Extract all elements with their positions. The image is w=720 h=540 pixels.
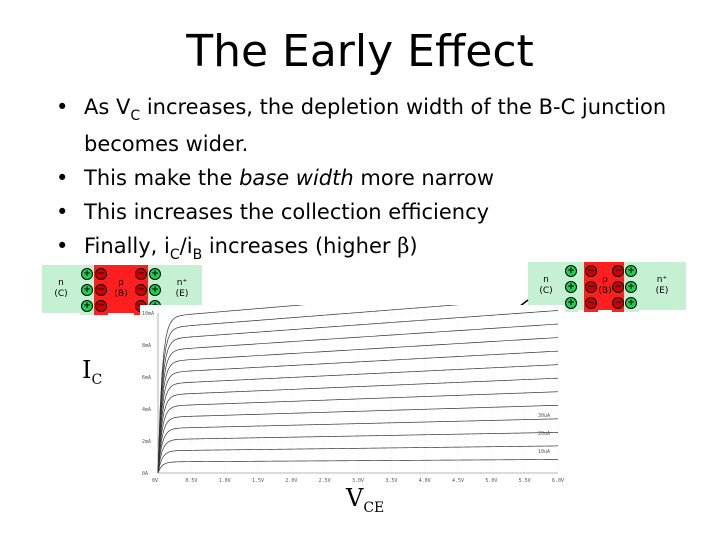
ic-curve xyxy=(157,459,559,474)
right-collector-gap xyxy=(578,262,584,310)
negative-ion-icon: − xyxy=(612,297,624,309)
y-tick-label: 0A xyxy=(142,471,148,477)
legend-label: 30uA xyxy=(538,413,550,419)
ic-curve xyxy=(157,337,559,474)
y-tick-label: 2mA xyxy=(142,439,151,445)
positive-ion-icon: + xyxy=(625,297,637,309)
right-base-depletion-c: − − − xyxy=(584,262,598,312)
plot-ticks: 0A 2mA 4mA 6mA 8mA 10mA 0V 0.5V 1.0V 1.5V 2.0V 2.5V… xyxy=(142,311,564,484)
negative-ion-icon: − xyxy=(95,300,107,312)
ic-curve xyxy=(157,445,559,474)
x-axis-label: VCE xyxy=(346,484,385,516)
y-axis-label: IC xyxy=(82,356,103,388)
negative-ion-icon: − xyxy=(612,281,624,293)
right-emitter-region: n⁺ (E) xyxy=(638,262,686,310)
ic-curve xyxy=(157,391,559,474)
x-tick-label: 3.0V xyxy=(352,478,364,484)
right-base-depletion-e: − − − xyxy=(612,262,624,312)
ic-curve xyxy=(157,305,306,474)
x-tick-label: 0.5V xyxy=(185,478,197,484)
x-tick-label: 1.0V xyxy=(219,478,231,484)
negative-ion-icon: − xyxy=(95,268,107,280)
bullet-3: This increases the collection efficiency xyxy=(56,195,676,229)
left-base-depletion-c: − − − xyxy=(94,265,108,315)
right-base-region: p (B) xyxy=(598,262,612,310)
x-tick-label: 0V xyxy=(152,478,158,484)
left-collector-region: n (C) xyxy=(42,265,80,313)
x-tick-label: 2.0V xyxy=(285,478,297,484)
negative-ion-icon: − xyxy=(585,265,597,277)
y-tick-label: 4mA xyxy=(142,407,151,413)
left-base-region: p (B) xyxy=(108,265,134,313)
bullet-2: This make the base width more narrow xyxy=(56,161,676,195)
bullet-list: As VC increases, the depletion width of … xyxy=(56,90,676,266)
x-tick-label: 3.5V xyxy=(385,478,397,484)
positive-ion-icon: + xyxy=(625,265,637,277)
right-emitter-depletion: + + + xyxy=(624,262,638,312)
right-collector-region: n (C) xyxy=(528,262,564,310)
right-transistor: n (C) + + + − − − p (B) − − − + + + n⁺ (E) xyxy=(528,262,686,312)
bullet-1: As VC increases, the depletion width of … xyxy=(56,90,676,161)
positive-ion-icon: + xyxy=(625,281,637,293)
x-tick-label: 4.5V xyxy=(452,478,464,484)
ic-curve xyxy=(157,305,460,474)
x-tick-label: 5.0V xyxy=(485,478,497,484)
negative-ion-icon: − xyxy=(612,265,624,277)
plot-curves xyxy=(157,305,559,474)
ic-vce-plot: 0A 2mA 4mA 6mA 8mA 10mA 0V 0.5V 1.0V 1.5V 2.0V 2.5V… xyxy=(140,305,565,490)
ic-curve xyxy=(157,364,559,474)
positive-ion-icon: + xyxy=(81,268,93,280)
negative-ion-icon: − xyxy=(585,297,597,309)
negative-ion-icon: − xyxy=(135,284,147,296)
ic-curve xyxy=(157,350,559,474)
positive-ion-icon: + xyxy=(149,268,161,280)
ic-curve xyxy=(157,377,559,474)
positive-ion-icon: + xyxy=(565,297,577,309)
positive-ion-icon: + xyxy=(565,281,577,293)
ic-curve xyxy=(157,404,559,474)
x-tick-label: 4.0V xyxy=(419,478,431,484)
negative-ion-icon: − xyxy=(585,281,597,293)
negative-ion-icon: − xyxy=(95,284,107,296)
slide-title: The Early Effect xyxy=(186,26,534,77)
positive-ion-icon: + xyxy=(81,300,93,312)
ic-curve xyxy=(157,432,559,474)
x-tick-label: 2.5V xyxy=(319,478,331,484)
x-tick-label: 6.0V xyxy=(552,478,564,484)
ic-curve xyxy=(157,323,559,474)
legend-label: 10uA xyxy=(538,449,550,455)
y-tick-label: 10mA xyxy=(142,311,154,317)
positive-ion-icon: + xyxy=(81,284,93,296)
bullet-4: Finally, iC/iB increases (higher β) xyxy=(56,229,676,266)
negative-ion-icon: − xyxy=(135,268,147,280)
right-collector-depletion: + + + xyxy=(564,262,578,312)
y-tick-label: 6mA xyxy=(142,375,151,381)
ic-curve xyxy=(157,418,559,474)
y-tick-label: 8mA xyxy=(142,343,151,349)
x-tick-label: 1.5V xyxy=(252,478,264,484)
ic-curve xyxy=(157,310,559,474)
positive-ion-icon: + xyxy=(565,265,577,277)
positive-ion-icon: + xyxy=(149,284,161,296)
legend-label: 20uA xyxy=(538,431,550,437)
left-collector-depletion: + + + xyxy=(80,265,94,315)
x-tick-label: 5.5V xyxy=(519,478,531,484)
